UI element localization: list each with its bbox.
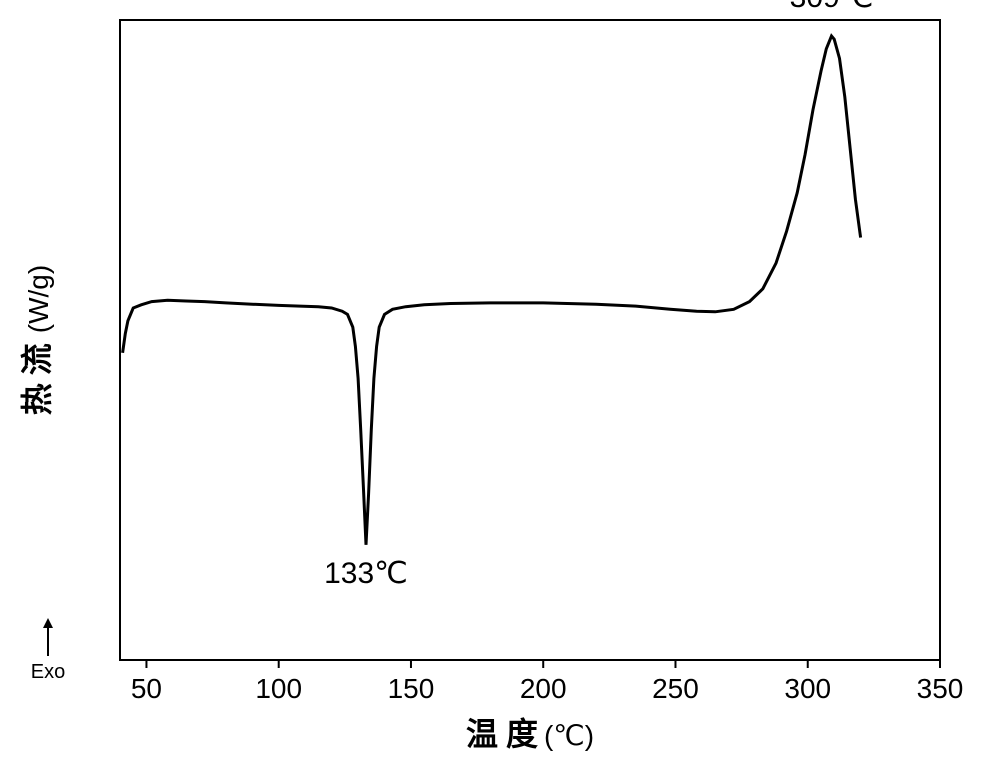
x-tick-label: 50 <box>131 673 162 704</box>
x-tick-label: 250 <box>652 673 699 704</box>
x-tick-label: 150 <box>388 673 435 704</box>
plot-border <box>120 20 940 660</box>
dsc-curve <box>123 36 861 545</box>
x-tick-label: 100 <box>255 673 302 704</box>
x-tick-label: 300 <box>784 673 831 704</box>
peak-annotation: 309℃ <box>790 0 874 14</box>
chart-svg: 50 100 150 200 250 300 350 温 度(℃) 热 流(W/g) Exo 133… <box>0 0 1000 767</box>
peak-annotation: 133℃ <box>324 557 408 590</box>
exo-label: Exo <box>31 661 65 683</box>
dsc-chart: 50 100 150 200 250 300 350 温 度(℃) 热 流(W/g) Exo 133… <box>0 0 1000 767</box>
x-tick-label: 350 <box>917 673 964 704</box>
y-axis-title: 热 流(W/g) <box>19 265 55 415</box>
x-tick-label: 200 <box>520 673 567 704</box>
x-axis-title: 温 度(℃) <box>466 716 594 752</box>
exo-arrowhead <box>43 618 53 628</box>
